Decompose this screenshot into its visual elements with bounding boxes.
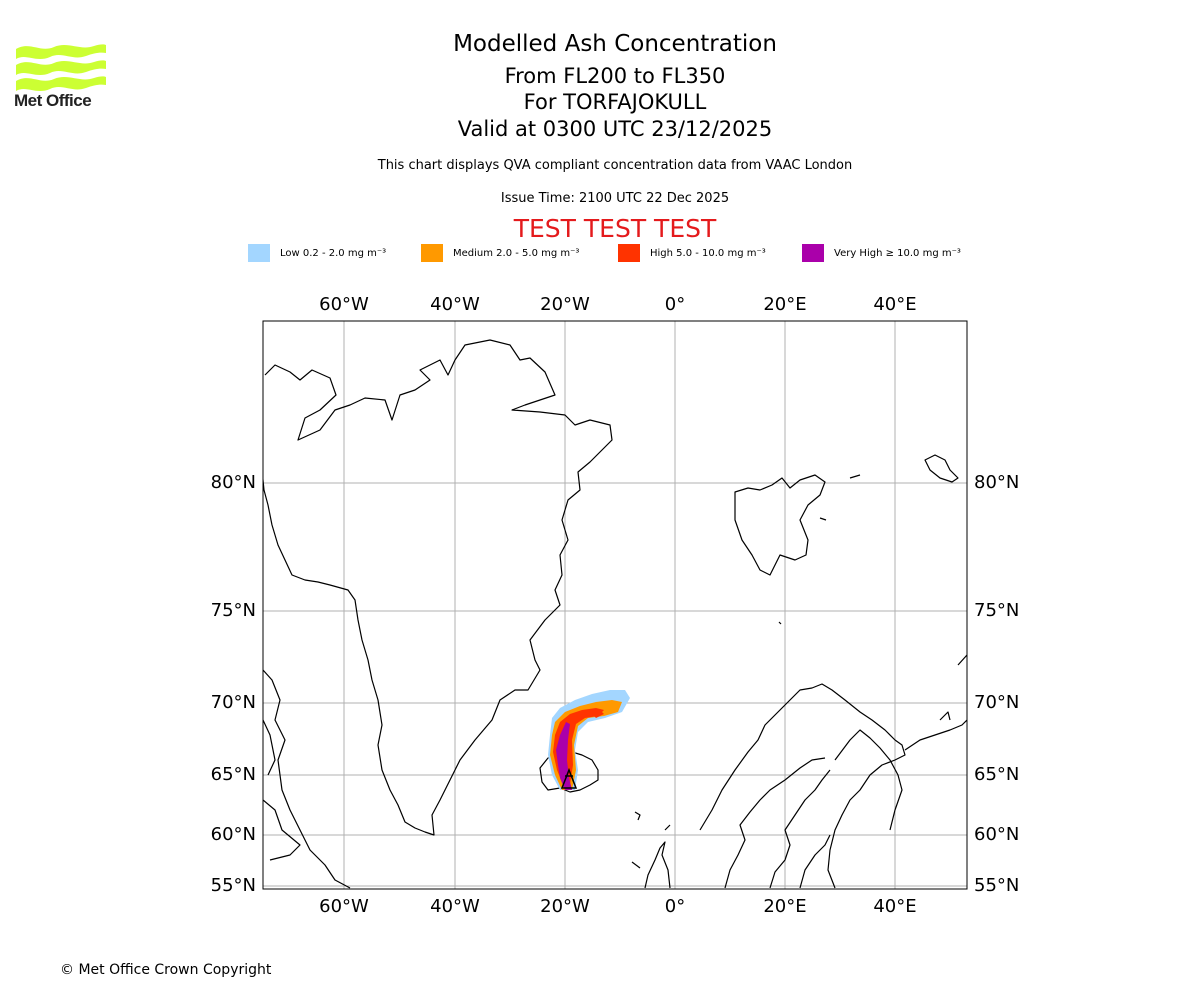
lon-label: 20°W xyxy=(540,294,590,315)
lon-label: 60°W xyxy=(319,294,369,315)
lat-label: 65°N xyxy=(974,764,1019,785)
lon-labels-top: 60°W 40°W 20°W 0° 20°E 40°E xyxy=(319,294,916,315)
lat-label: 65°N xyxy=(211,764,256,785)
copyright-notice: © Met Office Crown Copyright xyxy=(60,962,272,978)
flight-level-range: From FL200 to FL350 xyxy=(504,64,726,88)
legend-label-very-high: Very High ≥ 10.0 mg m⁻³ xyxy=(834,247,961,259)
legend-swatch-low xyxy=(248,244,270,262)
volcano-name: For TORFAJOKULL xyxy=(523,90,707,114)
legend: Low 0.2 - 2.0 mg m⁻³ Medium 2.0 - 5.0 mg… xyxy=(0,244,1200,264)
greenland-coastline xyxy=(263,339,613,836)
chart-subtitle: This chart displays QVA compliant concen… xyxy=(377,158,853,173)
lon-label: 20°E xyxy=(763,294,806,315)
legend-item-medium: Medium 2.0 - 5.0 mg m⁻³ xyxy=(421,244,579,262)
lat-label: 60°N xyxy=(974,824,1019,845)
gridlines xyxy=(263,321,967,889)
scandinavia-coastline xyxy=(699,683,906,889)
lat-label: 60°N xyxy=(211,824,256,845)
lat-label: 70°N xyxy=(974,692,1019,713)
lat-label: 75°N xyxy=(211,600,256,621)
issue-time: Issue Time: 2100 UTC 22 Dec 2025 xyxy=(500,191,730,206)
coastlines xyxy=(263,339,967,889)
test-banner: TEST TEST TEST xyxy=(513,214,717,243)
canada-coastline xyxy=(263,669,351,889)
legend-item-low: Low 0.2 - 2.0 mg m⁻³ xyxy=(248,244,386,262)
lat-label: 55°N xyxy=(211,875,256,896)
valid-time: Valid at 0300 UTC 23/12/2025 xyxy=(457,117,773,141)
lat-label: 55°N xyxy=(974,875,1019,896)
svalbard-coastline xyxy=(734,474,826,576)
lon-label: 40°W xyxy=(430,294,480,315)
lon-label: 60°W xyxy=(319,896,369,917)
lon-label: 0° xyxy=(665,896,685,917)
lon-label: 40°E xyxy=(873,294,916,315)
met-office-logo xyxy=(16,44,106,91)
lat-label: 75°N xyxy=(974,600,1019,621)
lat-label: 80°N xyxy=(974,472,1019,493)
lat-label: 80°N xyxy=(211,472,256,493)
legend-label-high: High 5.0 - 10.0 mg m⁻³ xyxy=(650,247,766,259)
lat-labels-right: 80°N 75°N 70°N 65°N 60°N 55°N xyxy=(974,472,1019,896)
chart-title: Modelled Ash Concentration xyxy=(453,31,777,57)
logo-text: Met Office xyxy=(14,91,92,110)
legend-item-high: High 5.0 - 10.0 mg m⁻³ xyxy=(618,244,766,262)
lon-label: 20°W xyxy=(540,896,590,917)
lat-label: 70°N xyxy=(211,692,256,713)
lon-label: 40°E xyxy=(873,896,916,917)
uk-coastline xyxy=(644,841,671,889)
lon-label: 20°E xyxy=(763,896,806,917)
map-frame xyxy=(262,320,968,890)
legend-swatch-high xyxy=(618,244,640,262)
lat-labels-left: 80°N 75°N 70°N 65°N 60°N 55°N xyxy=(211,472,256,896)
legend-label-low: Low 0.2 - 2.0 mg m⁻³ xyxy=(280,247,387,259)
legend-swatch-medium xyxy=(421,244,443,262)
lon-labels-bottom: 60°W 40°W 20°W 0° 20°E 40°E xyxy=(319,896,916,917)
lon-label: 40°W xyxy=(430,896,480,917)
legend-item-very-high: Very High ≥ 10.0 mg m⁻³ xyxy=(802,244,961,262)
legend-swatch-very-high xyxy=(802,244,824,262)
volcano-marker xyxy=(560,767,578,789)
legend-label-medium: Medium 2.0 - 5.0 mg m⁻³ xyxy=(453,247,580,259)
lon-label: 0° xyxy=(665,294,685,315)
